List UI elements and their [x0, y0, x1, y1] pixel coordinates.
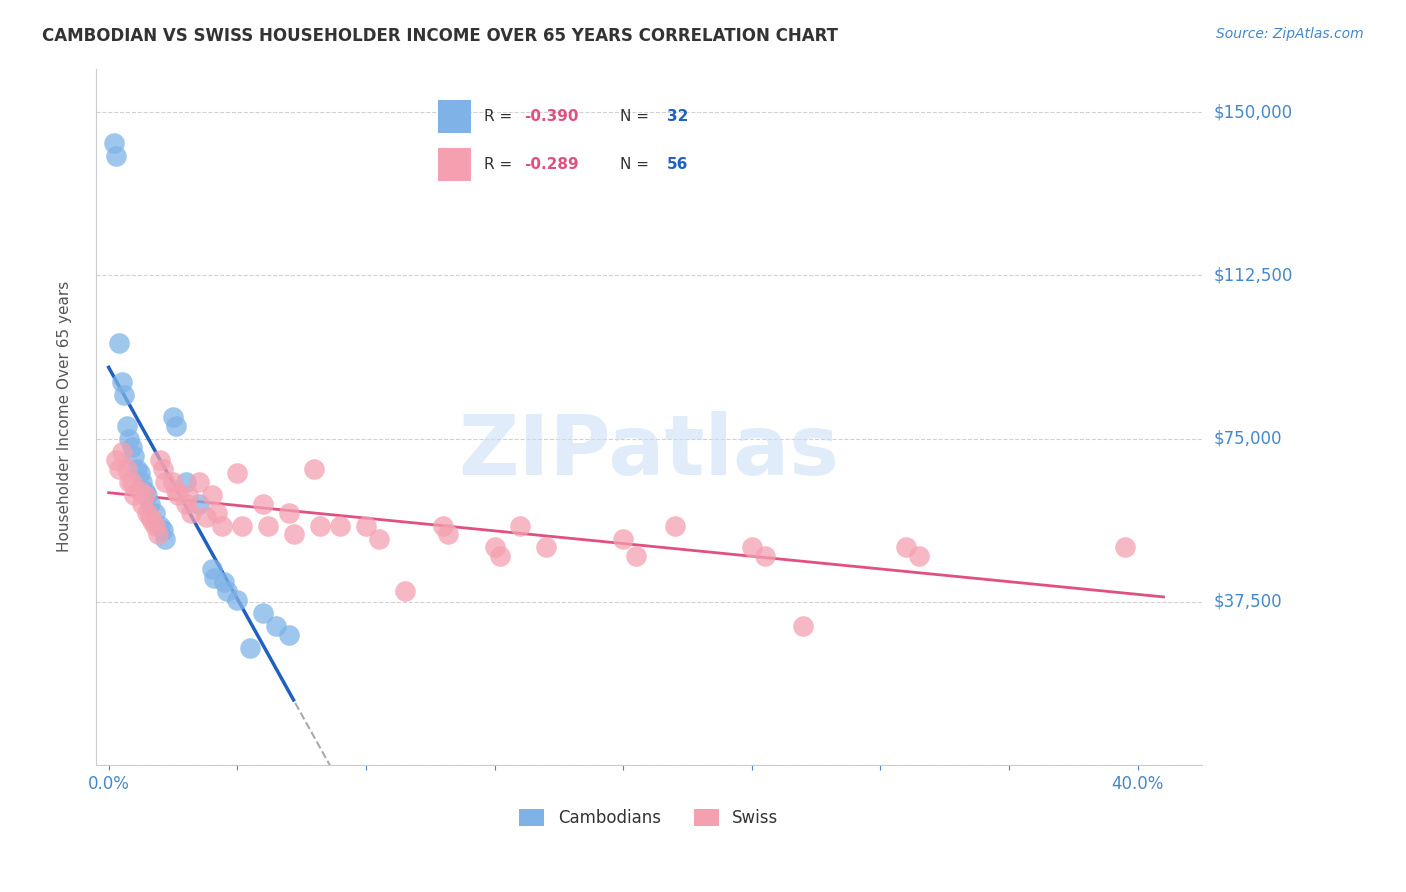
- Point: [167, 488, 190, 502]
- Point: [180, 506, 202, 520]
- Point: [108, 462, 131, 476]
- Point: [149, 518, 172, 533]
- Point: [103, 136, 125, 150]
- Point: [239, 640, 262, 655]
- Point: [115, 462, 138, 476]
- Point: [664, 518, 686, 533]
- Point: [121, 440, 143, 454]
- Point: [136, 506, 159, 520]
- Point: [143, 506, 166, 520]
- Point: [214, 575, 236, 590]
- Point: [354, 518, 377, 533]
- Point: [488, 549, 510, 564]
- Point: [509, 518, 531, 533]
- Point: [112, 388, 135, 402]
- Point: [226, 592, 249, 607]
- Point: [534, 541, 557, 555]
- Point: [162, 409, 184, 424]
- Point: [187, 475, 209, 490]
- Point: [139, 497, 162, 511]
- Point: [128, 483, 150, 498]
- Point: [329, 518, 352, 533]
- Point: [128, 467, 150, 481]
- Point: [215, 584, 238, 599]
- Point: [134, 483, 156, 498]
- Point: [108, 335, 131, 350]
- Point: [484, 541, 506, 555]
- Point: [124, 488, 146, 502]
- Point: [202, 571, 225, 585]
- Point: [139, 510, 162, 524]
- Point: [437, 527, 460, 541]
- Point: [155, 532, 177, 546]
- Point: [200, 488, 222, 502]
- Point: [141, 514, 163, 528]
- Point: [908, 549, 931, 564]
- Point: [612, 532, 634, 546]
- Text: ZIPatlas: ZIPatlas: [458, 411, 839, 492]
- Point: [205, 506, 228, 520]
- Point: [155, 475, 177, 490]
- Point: [131, 497, 153, 511]
- Point: [174, 475, 197, 490]
- Point: [110, 444, 132, 458]
- Point: [105, 148, 128, 162]
- Point: [125, 462, 148, 476]
- Point: [277, 627, 299, 641]
- Point: [226, 467, 249, 481]
- Text: Source: ZipAtlas.com: Source: ZipAtlas.com: [1216, 27, 1364, 41]
- Point: [187, 497, 209, 511]
- Point: [149, 453, 172, 467]
- Point: [252, 497, 274, 511]
- Point: [174, 497, 197, 511]
- Point: [200, 562, 222, 576]
- Point: [124, 449, 146, 463]
- Point: [105, 453, 128, 467]
- Point: [165, 483, 187, 498]
- Point: [1114, 541, 1136, 555]
- Point: [792, 619, 814, 633]
- Point: [177, 488, 200, 502]
- Point: [432, 518, 454, 533]
- Text: $112,500: $112,500: [1213, 267, 1292, 285]
- Point: [195, 510, 218, 524]
- Point: [252, 606, 274, 620]
- Point: [264, 619, 287, 633]
- Point: [896, 541, 918, 555]
- Text: CAMBODIAN VS SWISS HOUSEHOLDER INCOME OVER 65 YEARS CORRELATION CHART: CAMBODIAN VS SWISS HOUSEHOLDER INCOME OV…: [42, 27, 838, 45]
- Point: [118, 475, 141, 490]
- Y-axis label: Householder Income Over 65 years: Householder Income Over 65 years: [58, 281, 72, 552]
- Point: [304, 462, 326, 476]
- Point: [134, 488, 156, 502]
- Point: [143, 518, 166, 533]
- Point: [165, 418, 187, 433]
- Point: [211, 518, 233, 533]
- Point: [146, 527, 169, 541]
- Point: [624, 549, 647, 564]
- Point: [162, 475, 184, 490]
- Point: [121, 475, 143, 490]
- Point: [231, 518, 253, 533]
- Point: [308, 518, 330, 533]
- Point: [136, 488, 159, 502]
- Text: $150,000: $150,000: [1213, 103, 1292, 121]
- Point: [118, 432, 141, 446]
- Point: [131, 475, 153, 490]
- Legend: Cambodians, Swiss: Cambodians, Swiss: [513, 802, 785, 833]
- Point: [367, 532, 389, 546]
- Point: [741, 541, 763, 555]
- Point: [277, 506, 299, 520]
- Point: [394, 584, 416, 599]
- Point: [283, 527, 305, 541]
- Text: $37,500: $37,500: [1213, 593, 1282, 611]
- Point: [115, 418, 138, 433]
- Point: [152, 523, 174, 537]
- Point: [257, 518, 280, 533]
- Text: $75,000: $75,000: [1213, 430, 1282, 448]
- Point: [152, 462, 174, 476]
- Point: [754, 549, 776, 564]
- Point: [110, 375, 132, 389]
